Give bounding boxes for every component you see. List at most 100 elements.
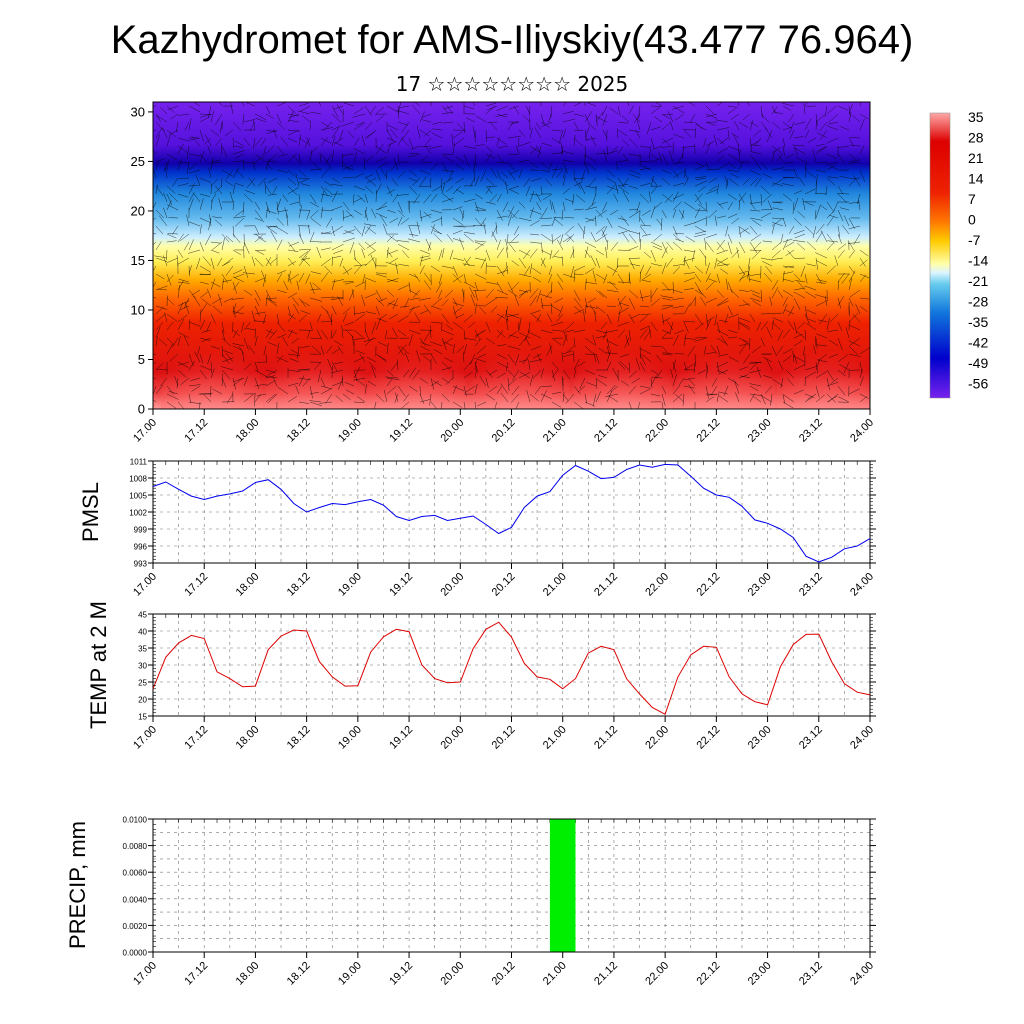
wind-barb: [737, 102, 740, 107]
wind-barb: [289, 273, 300, 281]
wind-barb: [804, 118, 812, 131]
wind-barb: [749, 289, 760, 295]
wind-barb: [287, 329, 298, 335]
wind-barb: [640, 348, 652, 355]
wind-barb: [562, 188, 571, 195]
wind-barb: [264, 181, 267, 195]
wind-barb: [749, 383, 762, 387]
wind-barb: [232, 345, 243, 351]
wind-barb: [766, 326, 773, 339]
wind-barb: [617, 295, 626, 307]
wind-barb: [719, 319, 729, 323]
wind-barb: [804, 305, 808, 318]
wind-barb: [441, 177, 443, 191]
wind-barb: [697, 203, 707, 211]
wind-barb: [221, 261, 231, 267]
wind-barb: [342, 161, 351, 171]
wind-barb: [536, 201, 542, 211]
wind-barb: [311, 161, 322, 171]
wind-barb: [430, 305, 442, 310]
wind-barb: [352, 337, 366, 341]
wind-barb: [496, 215, 508, 219]
wind-barb: [650, 175, 655, 187]
wind-barb: [584, 369, 595, 375]
wind-barb: [750, 151, 762, 155]
wind-barb: [650, 105, 662, 107]
wind-barb: [573, 135, 576, 147]
wind-barb: [191, 136, 201, 147]
wind-barb: [357, 194, 366, 203]
wind-barb: [535, 122, 542, 131]
wind-barb: [306, 137, 311, 147]
wind-barb: [310, 218, 322, 227]
wind-barb: [806, 241, 817, 251]
wind-barb: [661, 313, 665, 325]
wind-barb: [363, 337, 377, 343]
wind-barb: [221, 373, 223, 387]
wind-barb: [353, 249, 356, 261]
wind-barb: [371, 366, 377, 379]
wind-barb: [155, 384, 164, 395]
wind-barb: [786, 369, 795, 379]
wind-barb: [276, 239, 283, 251]
wind-barb: [287, 129, 301, 132]
wind-barb: [320, 271, 329, 283]
wind-barb: [452, 401, 463, 408]
wind-barb: [717, 297, 729, 306]
temp-x-axis: 17.00 17.12 18.00 18.12 19.00 19.12 20.00 20.12…: [131, 716, 876, 752]
wind-barb: [507, 241, 516, 253]
wind-barb: [342, 312, 348, 323]
colorbar-label: -56: [968, 376, 988, 392]
wind-barb: [195, 174, 201, 187]
wind-barb: [485, 201, 496, 205]
wind-barb: [378, 355, 388, 363]
wind-barb: [364, 277, 377, 283]
wind-barb: [441, 105, 449, 114]
wind-barb: [490, 305, 498, 313]
wind-barb: [793, 389, 804, 395]
wind-barb: [511, 260, 520, 267]
wind-barb: [210, 157, 214, 171]
wind-barb: [540, 233, 552, 242]
wind-barb: [491, 231, 498, 243]
temp-ytick-label: 45: [138, 611, 147, 620]
wind-barb: [714, 215, 718, 227]
wind-barb: [687, 345, 696, 357]
wind-barb: [399, 105, 410, 109]
wind-barb: [386, 209, 396, 214]
wind-barb: [386, 247, 389, 259]
wind-barb: [201, 329, 212, 333]
wind-barb: [265, 376, 278, 379]
wind-barb: [595, 329, 607, 334]
wind-barb: [641, 209, 652, 216]
wind-barb: [166, 313, 178, 322]
wind-barb: [356, 121, 366, 126]
wind-barb: [199, 177, 211, 183]
wind-barb: [742, 339, 751, 347]
wind-barb: [477, 353, 487, 359]
wind-barb: [201, 298, 212, 307]
wind-barb: [244, 102, 256, 107]
wind-barb: [287, 249, 299, 252]
wind-barb: [839, 207, 850, 211]
wind-barb: [771, 286, 779, 299]
colorbar-label: -21: [968, 273, 988, 289]
wind-barb: [517, 321, 520, 333]
temp-xtick-label: 20.12: [490, 724, 518, 752]
wind-barb: [837, 369, 846, 377]
wind-barb: [674, 113, 685, 121]
wind-barb: [254, 383, 267, 387]
wind-barb: [353, 225, 362, 235]
wind-barb: [562, 128, 567, 139]
wind-barb: [628, 173, 641, 179]
wind-barb: [320, 387, 333, 395]
wind-barb: [172, 225, 179, 235]
wind-barb: [331, 255, 342, 259]
wind-barb: [859, 257, 866, 267]
wind-barb: [331, 105, 339, 118]
wind-barb: [408, 233, 419, 237]
wind-barb: [468, 321, 476, 329]
wind-barb: [320, 127, 333, 131]
wind-barb: [362, 273, 366, 284]
wind-barb: [785, 153, 795, 159]
